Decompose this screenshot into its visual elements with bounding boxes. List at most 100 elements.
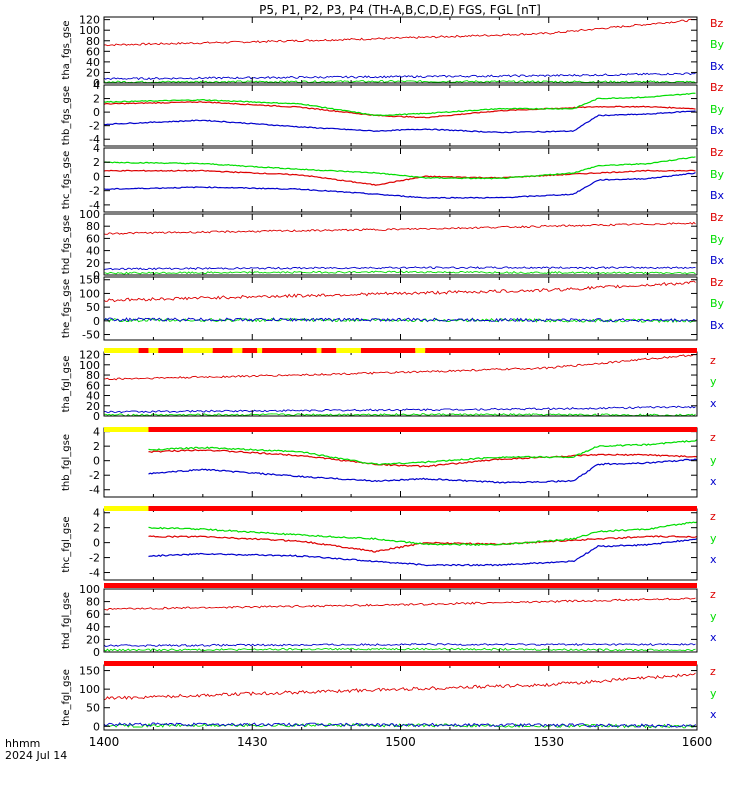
ytick-label: 0 (93, 269, 100, 282)
ytick-label: 100 (79, 359, 100, 372)
ylabel-thb_fgl_gse: thb_fgl_gse (61, 434, 72, 491)
series-line-z (103, 672, 696, 701)
legend-y: y (710, 375, 717, 388)
series-line-Bx (103, 172, 696, 199)
ytick-label: 100 (79, 583, 100, 596)
plot-title: P5, P1, P2, P3, P4 (TH-A,B,C,D,E) FGS, F… (259, 3, 541, 17)
ytick-label: -50 (82, 329, 100, 342)
ytick-label: 150 (79, 665, 100, 678)
panel-thc_fgl_gse: -4 -2 0 2 4 thc_fgl_gse zyx (61, 507, 717, 581)
ytick-label: 2 (93, 156, 100, 169)
ylabel-thd_fgs_gse: thd_fgs_gse (61, 215, 72, 274)
legend-x: x (710, 708, 717, 721)
series-line-y (103, 722, 696, 729)
ytick-label: 0 (93, 106, 100, 119)
xtick-label: 1600 (682, 735, 713, 749)
ytick-label: 100 (79, 287, 100, 300)
mode-bar (104, 427, 698, 432)
ytick-label: 40 (86, 56, 100, 69)
legend-Bz: Bz (710, 211, 724, 224)
time-axis-date: 2024 Jul 14 (5, 749, 67, 762)
mode-bar (104, 661, 697, 666)
series-line-By (104, 270, 696, 275)
ytick-label: -2 (89, 120, 100, 133)
mode-bar-segment (148, 348, 159, 353)
mode-bar-segment (415, 348, 426, 353)
series-line-y (148, 439, 698, 466)
mode-bar-segment (104, 348, 139, 353)
mode-bar-segment (242, 348, 258, 353)
ytick-label: 0 (93, 315, 100, 328)
ytick-label: 150 (79, 274, 100, 287)
legend-By: By (710, 168, 725, 181)
series-line-y (103, 647, 696, 652)
ylabel-tha_fgs_gse: tha_fgs_gse (61, 20, 72, 79)
ytick-label: 4 (93, 142, 100, 155)
series-line-x (103, 722, 696, 728)
series-line-Bz (103, 221, 696, 235)
mode-bar-segment (104, 661, 697, 666)
ylabel-thc_fgl_gse: thc_fgl_gse (61, 516, 72, 572)
legend-z: z (710, 665, 716, 678)
ytick-label: 80 (86, 220, 100, 233)
ytick-label: 80 (86, 35, 100, 48)
ytick-label: 80 (86, 596, 100, 609)
legend-x: x (710, 397, 717, 410)
ytick-label: -4 (89, 133, 100, 146)
legend-y: y (710, 687, 717, 700)
time-axis: hhmm 2024 Jul 14 1400 1430 1500 1530 1600 (5, 735, 712, 762)
series-line-Bz (103, 169, 696, 186)
panel-frame (103, 351, 698, 417)
series-line-z (103, 597, 696, 611)
mode-bar-segment (336, 348, 361, 353)
panel-frame (103, 664, 698, 731)
legend-Bx: Bx (710, 124, 725, 137)
series-line-z (148, 449, 697, 468)
ytick-label: 0 (93, 170, 100, 183)
mode-bar-segment (321, 348, 337, 353)
ytick-label: 80 (86, 369, 100, 382)
ytick-label: 0 (93, 410, 100, 423)
legend-Bx: Bx (710, 60, 725, 73)
mode-bar-segment (316, 348, 322, 353)
legend-By: By (710, 233, 725, 246)
legend-Bx: Bx (710, 319, 725, 332)
series-line-Bx (103, 72, 696, 81)
xtick-label: 1500 (385, 735, 416, 749)
ytick-label: 50 (86, 301, 100, 314)
series-line-y (148, 521, 697, 547)
ytick-label: 0 (93, 455, 100, 468)
legend-x: x (710, 631, 717, 644)
ytick-label: 120 (79, 14, 100, 27)
ylabel-thb_fgs_gse: thb_fgs_gse (61, 86, 72, 145)
mode-bar-segment (232, 348, 243, 353)
ytick-label: 60 (86, 232, 100, 245)
ytick-label: 60 (86, 608, 100, 621)
ytick-label: 40 (86, 390, 100, 403)
ytick-label: -4 (89, 199, 100, 212)
series-line-z (103, 353, 696, 381)
mode-bar-segment (183, 348, 213, 353)
ytick-label: 20 (86, 66, 100, 79)
ytick-label: 100 (79, 208, 100, 221)
legend-z: z (710, 431, 716, 444)
legend-Bz: Bz (710, 17, 724, 30)
legend-Bx: Bx (710, 254, 725, 267)
legend-y: y (710, 610, 717, 623)
ytick-label: -4 (89, 484, 100, 497)
legend-By: By (710, 103, 725, 116)
ytick-label: 60 (86, 379, 100, 392)
mode-bar-segment (360, 348, 416, 353)
ytick-label: 2 (93, 440, 100, 453)
panel-frame (103, 588, 698, 653)
mode-bar-segment (148, 506, 698, 511)
legend-Bx: Bx (710, 189, 725, 202)
ytick-label: 2 (93, 522, 100, 535)
ytick-label: 0 (93, 537, 100, 550)
series-line-Bz (103, 280, 696, 303)
mode-bar-segment (158, 348, 184, 353)
legend-Bz: Bz (710, 146, 724, 159)
